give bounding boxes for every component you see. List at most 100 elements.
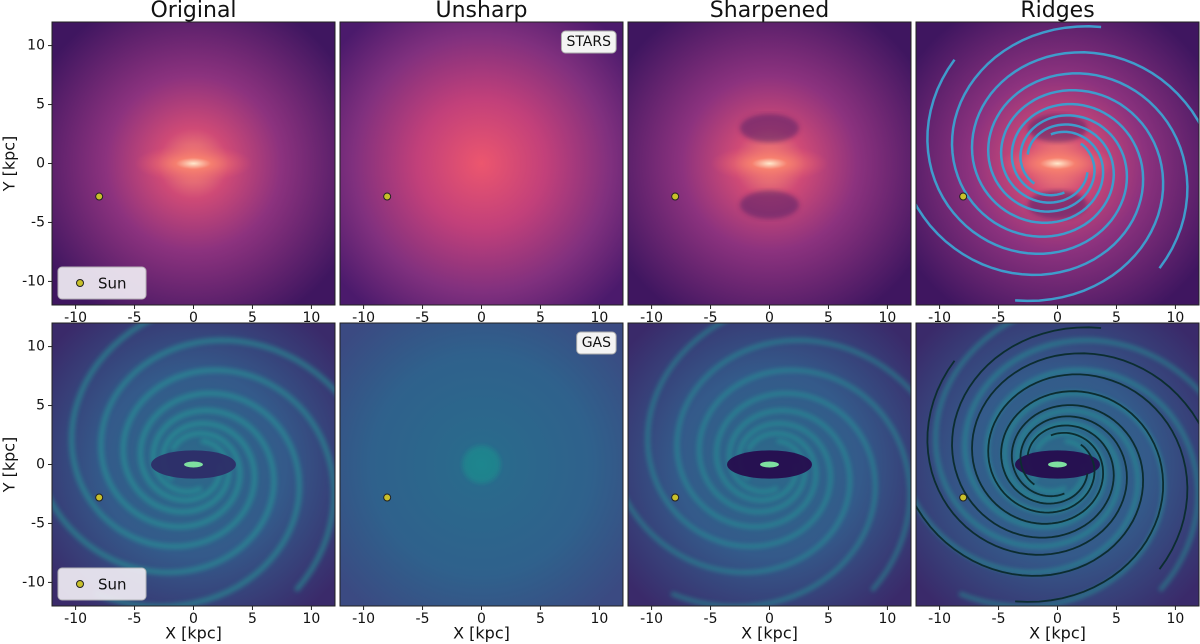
ridge (986, 72, 1189, 269)
x-tick-label: -10 (352, 310, 375, 326)
spiral-arm (645, 323, 833, 549)
panel (916, 323, 1199, 606)
x-tick-label: -10 (640, 611, 663, 627)
x-tick-label: -5 (992, 310, 1006, 326)
y-axis-label: Y [kpc] (0, 437, 19, 494)
dark-lobe (1028, 113, 1087, 143)
panel (52, 22, 335, 305)
spiral-arm (958, 391, 1166, 606)
gas-core (760, 461, 779, 468)
x-tick-label: 5 (824, 310, 833, 326)
x-tick-label: 0 (189, 310, 198, 326)
x-tick-label: -10 (64, 310, 87, 326)
ridge (987, 373, 1189, 570)
legend-label: Sun (98, 576, 127, 594)
ridge (916, 404, 1145, 577)
spiral-arm (670, 391, 878, 606)
bar-glow (998, 144, 1117, 183)
x-axis-label: X [kpc] (1029, 624, 1086, 643)
bar-glow (134, 144, 253, 183)
x-tick-label: 10 (591, 310, 609, 326)
y-tick-label: 0 (36, 156, 45, 172)
sun-marker (959, 192, 968, 201)
sun-marker (383, 192, 392, 201)
spiral-arm (94, 390, 302, 606)
spiral-arm (916, 408, 1140, 575)
x-tick-label: 0 (765, 611, 774, 627)
gas-core (1048, 461, 1067, 468)
ridge (926, 360, 1128, 556)
dark-lobe (740, 113, 799, 143)
x-tick-label: 5 (536, 310, 545, 326)
x-tick-label: 5 (824, 611, 833, 627)
x-tick-label: -10 (928, 310, 951, 326)
ridge (970, 51, 1199, 225)
row-label-box (576, 331, 617, 355)
x-tick-label: -5 (416, 310, 430, 326)
y-tick-label: 5 (36, 398, 45, 414)
x-tick-label: 10 (303, 310, 321, 326)
row-label: STARS (566, 34, 611, 50)
x-tick-label: 0 (189, 611, 198, 627)
ridge (971, 352, 1199, 525)
dark-lobe (740, 190, 799, 219)
y-tick-label: -10 (22, 273, 45, 289)
column-title: Sharpened (710, 0, 829, 23)
y-axis-label: Y [kpc] (0, 136, 19, 193)
x-tick-label: -5 (416, 611, 430, 627)
column-title: Unsharp (436, 0, 528, 23)
core-blob (462, 445, 501, 484)
bar-glow (710, 144, 829, 183)
x-tick-label: 5 (1112, 611, 1121, 627)
x-tick-label: 5 (536, 611, 545, 627)
legend-box (57, 266, 147, 300)
ridge (999, 88, 1165, 303)
panel (52, 323, 335, 606)
x-tick-label: 10 (879, 611, 897, 627)
spiral-arm (69, 323, 258, 549)
y-tick-label: 0 (36, 457, 45, 473)
x-tick-label: 10 (879, 310, 897, 326)
x-tick-label: 0 (1053, 611, 1062, 627)
y-tick-label: -10 (22, 574, 45, 590)
gas-core (184, 461, 203, 468)
y-tick-label: -5 (31, 515, 45, 531)
panel (340, 323, 623, 606)
x-tick-label: -5 (704, 310, 718, 326)
x-tick-label: 0 (765, 310, 774, 326)
x-tick-label: 10 (1167, 310, 1185, 326)
x-tick-label: 0 (477, 310, 486, 326)
x-tick-label: -10 (352, 611, 375, 627)
column-title: Original (150, 0, 236, 23)
ridge (950, 25, 1116, 238)
y-tick-label: 5 (36, 97, 45, 113)
x-tick-label: 5 (1112, 310, 1121, 326)
spiral-arm (674, 338, 911, 529)
sun-marker (671, 493, 680, 502)
x-tick-label: -5 (992, 611, 1006, 627)
sun-marker (383, 493, 392, 502)
y-tick-label: -5 (31, 214, 45, 230)
x-tick-label: -10 (64, 611, 87, 627)
ridge (916, 102, 1145, 277)
row-label-box (560, 30, 617, 54)
x-tick-label: 0 (477, 611, 486, 627)
x-tick-label: 10 (1167, 611, 1185, 627)
x-axis-label: X [kpc] (165, 624, 222, 643)
x-axis-label: X [kpc] (741, 624, 798, 643)
sun-marker (959, 493, 968, 502)
x-tick-label: -5 (128, 310, 142, 326)
row-label: GAS (582, 335, 611, 351)
panel (916, 22, 1199, 305)
x-tick-label: 5 (248, 310, 257, 326)
x-tick-label: 10 (591, 611, 609, 627)
x-tick-label: 0 (1053, 310, 1062, 326)
x-tick-label: 10 (303, 611, 321, 627)
x-tick-label: -5 (128, 611, 142, 627)
sun-marker (95, 493, 104, 502)
legend-label: Sun (98, 275, 127, 293)
y-tick-label: 10 (27, 38, 45, 54)
x-axis-label: X [kpc] (453, 624, 510, 643)
spiral-arm (628, 408, 852, 575)
